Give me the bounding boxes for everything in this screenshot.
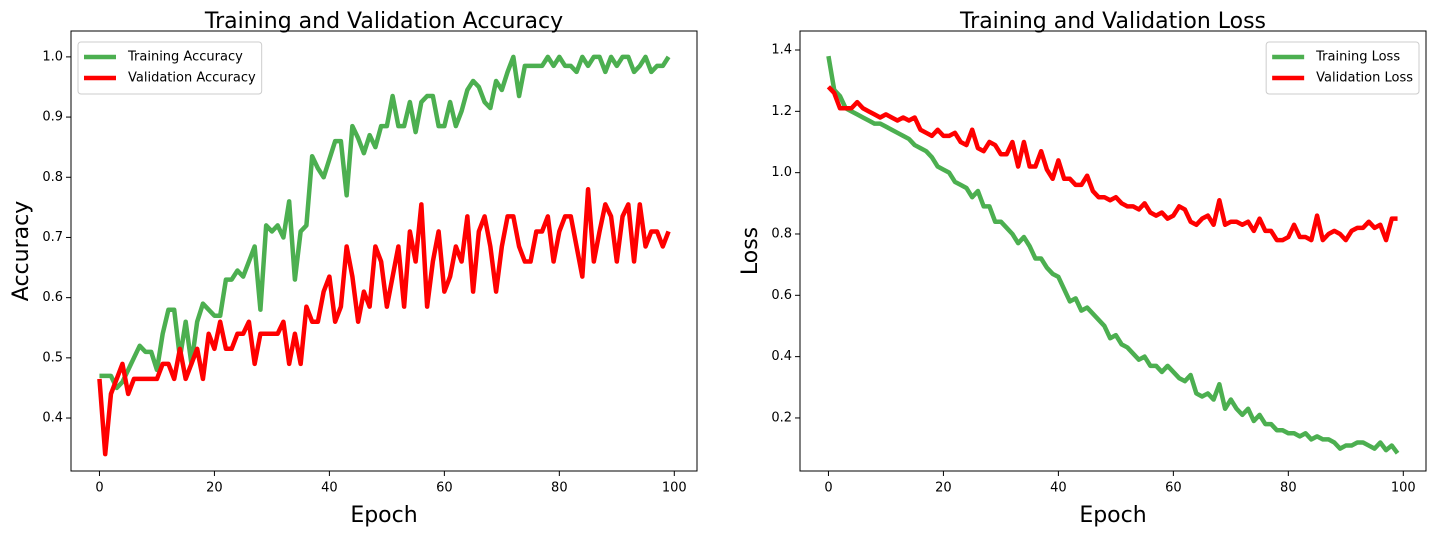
x-tick-label: 40 bbox=[1050, 481, 1067, 496]
x-tick-label: 80 bbox=[1280, 481, 1297, 496]
x-tick-label: 60 bbox=[1165, 481, 1182, 496]
legend-label: Training Loss bbox=[1315, 50, 1400, 65]
y-tick-label: 0.2 bbox=[771, 410, 792, 425]
plot: Training and Validation Loss Epoch Loss 0 20… bbox=[738, 9, 1427, 528]
y-tick-label: 0.4 bbox=[771, 349, 792, 364]
x-tick-label: 20 bbox=[935, 481, 952, 496]
chart-title: Training and Validation Loss bbox=[959, 9, 1266, 34]
legend-frame bbox=[77, 41, 263, 95]
x-tick-label: 40 bbox=[321, 481, 338, 496]
chart-title: Training and Validation Accuracy bbox=[204, 9, 563, 34]
plot-frame bbox=[799, 30, 1427, 472]
y-axis-label: Loss bbox=[738, 227, 763, 275]
series-line bbox=[826, 55, 1400, 455]
y-tick-label: 1.4 bbox=[771, 43, 792, 58]
y-tick-label: 1.2 bbox=[771, 104, 792, 119]
x-tick-label: 60 bbox=[436, 481, 453, 496]
y-tick-label: 0.8 bbox=[42, 170, 63, 185]
x-tick-label: 100 bbox=[662, 481, 687, 496]
x-tick-label: 20 bbox=[206, 481, 223, 496]
legend-label: Validation Accuracy bbox=[128, 71, 256, 86]
x-axis-label: Epoch bbox=[350, 503, 417, 528]
legend-label: Validation Loss bbox=[1316, 71, 1413, 86]
y-axis-label: Accuracy bbox=[9, 201, 34, 301]
y-tick-label: 0.6 bbox=[771, 288, 792, 303]
series-line bbox=[99, 54, 671, 391]
y-tick-label: 1.0 bbox=[42, 49, 63, 64]
series-line bbox=[826, 85, 1398, 243]
legend: Training Accuracy Validation Accuracy bbox=[77, 41, 263, 95]
y-tick-label: 0.4 bbox=[42, 411, 63, 426]
series-line bbox=[97, 187, 671, 457]
plot-frame bbox=[70, 30, 698, 472]
x-tick-label: 80 bbox=[551, 481, 568, 496]
x-tick-label: 0 bbox=[95, 481, 103, 496]
x-tick-label: 100 bbox=[1391, 481, 1416, 496]
legend: Training Loss Validation Loss bbox=[1265, 41, 1420, 95]
y-tick-label: 0.6 bbox=[42, 290, 63, 305]
y-tick-label: 0.7 bbox=[42, 230, 63, 245]
y-tick-label: 0.9 bbox=[42, 110, 63, 125]
legend-label: Training Accuracy bbox=[127, 50, 243, 65]
plot: Training and Validation Accuracy Epoch Acc… bbox=[9, 9, 698, 528]
x-axis-label: Epoch bbox=[1079, 503, 1146, 528]
y-tick-label: 0.5 bbox=[42, 350, 63, 365]
y-tick-label: 0.8 bbox=[771, 226, 792, 241]
y-tick-label: 1.0 bbox=[771, 165, 792, 180]
legend-frame bbox=[1265, 41, 1420, 95]
x-tick-label: 0 bbox=[824, 481, 832, 496]
